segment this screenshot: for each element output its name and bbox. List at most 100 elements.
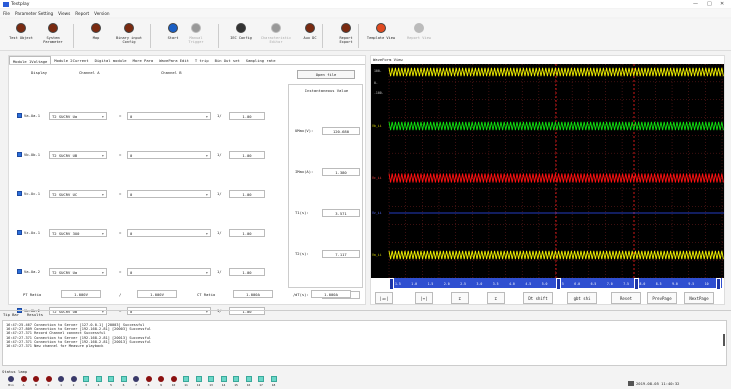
toolbar-chart-editor-button[interactable]: Characteristic Editor [260, 22, 292, 50]
waveform-button-6[interactable]: Reset [611, 292, 641, 304]
channel-scale-input[interactable]: 1.00 [229, 151, 265, 159]
waveform-button-8[interactable]: NextPage [684, 292, 714, 304]
channel-a-select[interactable]: T2 SUCRV 3U0 ▾ [49, 229, 107, 237]
status-lamp [258, 376, 264, 382]
lamp-number: 12 [196, 383, 201, 387]
waveform-button-2[interactable]: ⌶ [451, 292, 469, 304]
channel-a-select[interactable]: T2 SUCRV Ua ▾ [49, 112, 107, 120]
clock-text: 2019-08-05 11:40:32 [636, 381, 680, 386]
lamp-number: 10 [171, 383, 176, 387]
tab-more-para[interactable]: More Para [132, 58, 154, 63]
channel-b-select[interactable]: 0 ▾ [127, 307, 211, 315]
waveform-button-5[interactable]: gbt shi [567, 292, 597, 304]
close-button[interactable]: ✕ [720, 1, 725, 7]
channel-a-select[interactable]: T2 SUCRV Ua ▾ [49, 268, 107, 276]
toolbar-power-button[interactable]: Aux DC [294, 22, 326, 50]
x-tick-label: 3.0 [477, 282, 483, 286]
maximize-button[interactable]: □ [707, 1, 712, 7]
tab-sampling-rate[interactable]: Sampling rate [245, 58, 276, 63]
channel-b-value: 0 [130, 270, 133, 275]
waveform-button-0[interactable]: |◂▸| [375, 292, 393, 304]
tab-bin-out-set[interactable]: Bin Out set [214, 58, 240, 63]
toolbar-label: System Parameter [43, 36, 63, 44]
open-file-button[interactable]: Open file [297, 70, 355, 79]
toolbar-binary-button[interactable]: Binary input Config [113, 22, 145, 50]
channel-b-select[interactable]: 0 ▾ [127, 268, 211, 276]
pt-primary-input[interactable]: 1.000V [61, 290, 101, 298]
channel-a-select[interactable]: T2 SUCRV UB ▾ [49, 151, 107, 159]
toolbar-map-button[interactable]: Map [80, 22, 112, 50]
cursor-t2-handle[interactable] [634, 278, 639, 290]
channel-a-select[interactable]: T2 SUCRV UC ▾ [49, 190, 107, 198]
channel-a-value: T2 SUCRV Ua [52, 270, 78, 275]
channel-scale-input[interactable]: 1.00 [229, 190, 265, 198]
channel-checkbox[interactable] [17, 113, 22, 118]
inst-value: 3.571 [322, 209, 360, 217]
scroll-left-handle[interactable] [389, 278, 394, 290]
channel-b-select[interactable]: 0 ▾ [127, 112, 211, 120]
menu-file[interactable]: File [3, 10, 11, 16]
toolbar-label: Report View [407, 36, 431, 40]
module-panel: Module 1Voltage Module 2Current Digital mo… [8, 55, 366, 315]
toolbar-target-button[interactable]: Test Object [5, 22, 37, 50]
waveform-button-1[interactable]: |↔| [415, 292, 433, 304]
tab-wavepara-edit[interactable]: WavePara Edit [159, 58, 189, 63]
toolbar-label: Template View [366, 36, 396, 40]
tab-tip-bar[interactable]: Tip Bar [3, 312, 20, 317]
channel-scale-input[interactable]: 1.00 [229, 229, 265, 237]
cursor-t1-handle[interactable] [556, 278, 561, 290]
channel-b-select[interactable]: 0 ▾ [127, 190, 211, 198]
ct-secondary-input[interactable]: 1.000A [311, 290, 351, 298]
waveform-button-7[interactable]: PrevPage [647, 292, 677, 304]
tab-digital-module[interactable]: Digital module [94, 58, 127, 63]
ct-primary-input[interactable]: 1.000A [233, 290, 273, 298]
tab-module-1voltage[interactable]: Module 1Voltage [9, 56, 52, 64]
channel-a-select[interactable]: T2 SUCRV UB ▾ [49, 307, 107, 315]
toolbar-settings-button[interactable]: System Parameter [37, 22, 69, 50]
target-icon [16, 23, 26, 33]
toolbar-report-view-button[interactable]: Report View [403, 22, 435, 50]
lamp-number: Bin [8, 383, 14, 387]
toolbar-export-button[interactable]: Report Export [330, 22, 362, 50]
channel-checkbox[interactable] [17, 269, 22, 274]
status-lamps: Bin A B C 1 2 3 4 5 6 7 8 9 10 11 12 13 14 15 16 17 18 [8, 376, 308, 389]
channel-checkbox[interactable] [17, 191, 22, 196]
channel-scale-input[interactable]: 1.00 [229, 112, 265, 120]
menu-report[interactable]: Report [75, 10, 90, 16]
channel-row: Vz-Ux-1 T2 SUCRV 3U0 ▾ = 0 ▾ 1/1.00 [17, 229, 267, 237]
tab-module-2current[interactable]: Module 2Current [54, 58, 89, 63]
waveform-plot[interactable]: 100- 0- -100- Vb_ii Vc_ii Vz_ii Va_ii [371, 64, 724, 278]
channel-b-select[interactable]: 0 ▾ [127, 151, 211, 159]
log-scrollbar[interactable] [723, 334, 725, 346]
channel-scale-input[interactable]: 1.00 [229, 268, 265, 276]
toolbar-play-button[interactable]: Start [157, 22, 189, 50]
x-tick-label: 4.5 [525, 282, 531, 286]
y-axis-label: 100- [374, 69, 382, 73]
scroll-right-handle[interactable] [716, 278, 721, 290]
time-scrollbar[interactable]: 1.51.01.52.02.53.03.54.04.55.05.56.06.57… [389, 278, 722, 290]
log-output: 16:47:25.467 Connection to Server [127.0… [2, 320, 727, 366]
status-lamp [8, 376, 14, 382]
channel-b-value: 0 [130, 231, 133, 236]
y-axis-label: -100- [374, 91, 384, 95]
toolbar-trigger-button[interactable]: Manual Trigger [180, 22, 212, 50]
toolbar-gear-button[interactable]: IEC Config [225, 22, 257, 50]
channel-b-select[interactable]: 0 ▾ [127, 229, 211, 237]
tab-t-trip[interactable]: T trip [194, 58, 209, 63]
toolbar-template-button[interactable]: Template View [365, 22, 397, 50]
waveform-button-4[interactable]: Dt shift [523, 292, 553, 304]
menu-version[interactable]: Version [94, 10, 110, 16]
channel-checkbox[interactable] [17, 152, 22, 157]
waveform-button-3[interactable]: ⌶ [487, 292, 505, 304]
log-line: 16:47:27.371 Record Channel connect Succ… [6, 331, 106, 336]
channel-a-value: T2 SUCRV Ua [52, 114, 78, 119]
menu-views[interactable]: Views [58, 10, 71, 16]
x-tick-label: 8.0 [640, 282, 646, 286]
minimize-button[interactable]: — [693, 1, 698, 7]
menu-parameter-setting[interactable]: Parameter Setting [15, 10, 54, 16]
channel-checkbox[interactable] [17, 230, 22, 235]
toolbar-label: Characteristic Editor [260, 36, 292, 44]
channel-scale-input[interactable]: 1.00 [229, 307, 265, 315]
tab-results[interactable]: Results [27, 312, 44, 317]
pt-secondary-input[interactable]: 1.000V [137, 290, 177, 298]
